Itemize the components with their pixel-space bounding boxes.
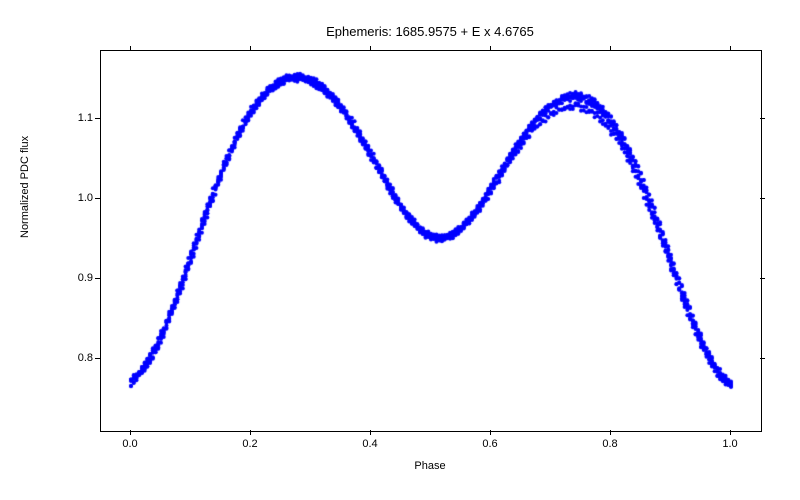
x-tick-mark <box>610 430 611 435</box>
x-tick-label: 0.4 <box>362 438 377 450</box>
x-tick-label: 0.6 <box>482 438 497 450</box>
x-tick-mark <box>370 430 371 435</box>
y-tick-label: 0.8 <box>65 352 93 364</box>
y-tick-label: 0.9 <box>65 272 93 284</box>
x-tick-label: 0.8 <box>602 438 617 450</box>
plot-area <box>100 50 762 432</box>
y-tick-mark <box>760 278 765 279</box>
x-tick-label: 1.0 <box>722 438 737 450</box>
x-tick-mark <box>730 430 731 435</box>
y-tick-mark <box>760 198 765 199</box>
x-tick-mark <box>490 430 491 435</box>
x-tick-mark <box>490 46 491 51</box>
chart-title: Ephemeris: 1685.9575 + E x 4.6765 <box>100 24 760 39</box>
figure: Ephemeris: 1685.9575 + E x 4.6765 Phase … <box>0 0 800 500</box>
y-tick-label: 1.1 <box>65 112 93 124</box>
y-tick-mark <box>95 278 100 279</box>
x-tick-mark <box>610 46 611 51</box>
scatter-canvas <box>101 51 761 431</box>
y-tick-label: 1.0 <box>65 192 93 204</box>
x-tick-mark <box>130 46 131 51</box>
x-tick-mark <box>730 46 731 51</box>
x-tick-mark <box>130 430 131 435</box>
x-tick-mark <box>250 46 251 51</box>
y-tick-mark <box>760 358 765 359</box>
x-tick-label: 0.2 <box>242 438 257 450</box>
y-tick-mark <box>95 198 100 199</box>
y-tick-mark <box>95 118 100 119</box>
x-axis-label: Phase <box>100 460 760 472</box>
x-tick-mark <box>250 430 251 435</box>
y-tick-mark <box>95 358 100 359</box>
x-tick-mark <box>370 46 371 51</box>
y-tick-mark <box>760 118 765 119</box>
x-tick-label: 0.0 <box>122 438 137 450</box>
